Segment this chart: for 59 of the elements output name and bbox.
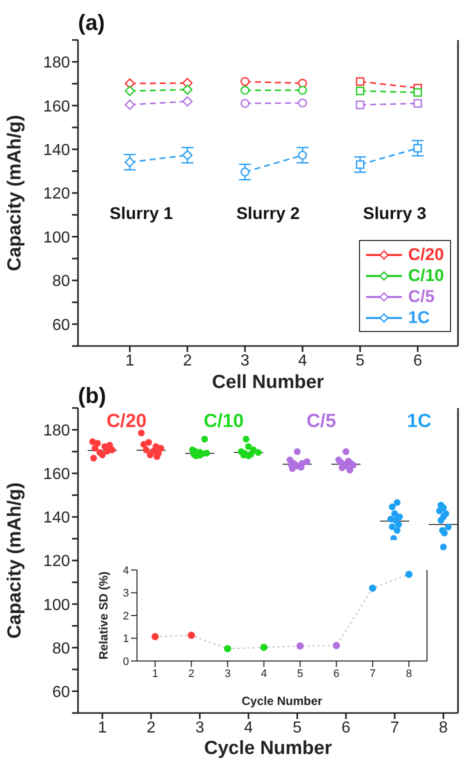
y-axis-title: Capacity (mAh/g): [4, 482, 26, 639]
y-tick-label: 3: [122, 588, 129, 600]
x-tick-label: 2: [146, 719, 156, 736]
y-tick-label: 60: [52, 316, 70, 334]
chart-title: (a): [78, 10, 105, 36]
y-tick-label: 0: [122, 656, 129, 668]
x-tick-label: 1: [98, 719, 107, 736]
x-axis-title: Cycle Number: [242, 694, 323, 708]
legend-label: C/10: [408, 266, 444, 286]
x-tick-label: 5: [356, 352, 365, 370]
y-tick-label: 160: [43, 466, 70, 484]
x-tick-label: 5: [292, 719, 302, 736]
y-tick-label: 2: [122, 610, 129, 622]
x-axis-title: Cell Number: [212, 372, 325, 393]
series-label: C/5: [306, 410, 336, 432]
x-axis-title: Cycle Number: [204, 738, 332, 759]
y-tick-label: 60: [52, 684, 70, 701]
y-tick-label: 1: [122, 633, 129, 646]
y-tick-label: 100: [43, 596, 70, 614]
x-tick-label: 3: [240, 352, 250, 370]
x-tick-label: 6: [413, 352, 422, 370]
annotation: Slurry 1: [110, 204, 173, 224]
x-tick-label: 4: [298, 352, 308, 370]
y-tick-label: 4: [122, 564, 129, 577]
y-tick-label: 80: [52, 640, 70, 658]
x-tick-label: 8: [438, 719, 448, 736]
series-label: C/10: [204, 410, 244, 432]
y-tick-label: 140: [43, 142, 70, 159]
x-tick-label: 4: [260, 668, 267, 680]
legend-label: C/5: [408, 286, 435, 306]
x-tick-label: 3: [224, 668, 231, 680]
annotation: Slurry 3: [363, 204, 426, 224]
y-tick-label: 120: [43, 553, 70, 570]
x-tick-label: 3: [195, 719, 204, 736]
y-tick-label: 140: [43, 510, 70, 527]
x-tick-label: 2: [188, 668, 194, 680]
y-tick-label: 120: [43, 186, 70, 203]
y-tick-label: 160: [43, 98, 70, 116]
chart-title: (b): [78, 383, 106, 409]
text: 1C: [407, 410, 432, 432]
y-axis-title: Relative SD (%): [96, 571, 110, 660]
x-tick-label: 2: [182, 352, 192, 370]
x-tick-label: 7: [390, 719, 400, 736]
y-tick-label: 80: [52, 273, 70, 290]
y-axis-title: Capacity (mAh/g): [4, 114, 26, 272]
annotation: Slurry 2: [236, 204, 300, 224]
legend-label: C/20: [408, 244, 444, 264]
y-tick-label: 180: [43, 54, 70, 72]
y-tick-label: 180: [43, 422, 70, 440]
x-tick-label: 4: [244, 719, 254, 736]
x-tick-label: 5: [297, 668, 304, 680]
legend-label: 1C: [408, 308, 430, 328]
x-tick-label: 6: [341, 719, 350, 736]
series-label: C/20: [106, 410, 147, 432]
y-tick-label: 100: [43, 229, 70, 246]
x-tick-label: 8: [406, 668, 412, 680]
x-tick-label: 6: [333, 668, 340, 680]
x-tick-label: 1: [152, 668, 158, 680]
x-tick-label: 7: [370, 668, 376, 680]
